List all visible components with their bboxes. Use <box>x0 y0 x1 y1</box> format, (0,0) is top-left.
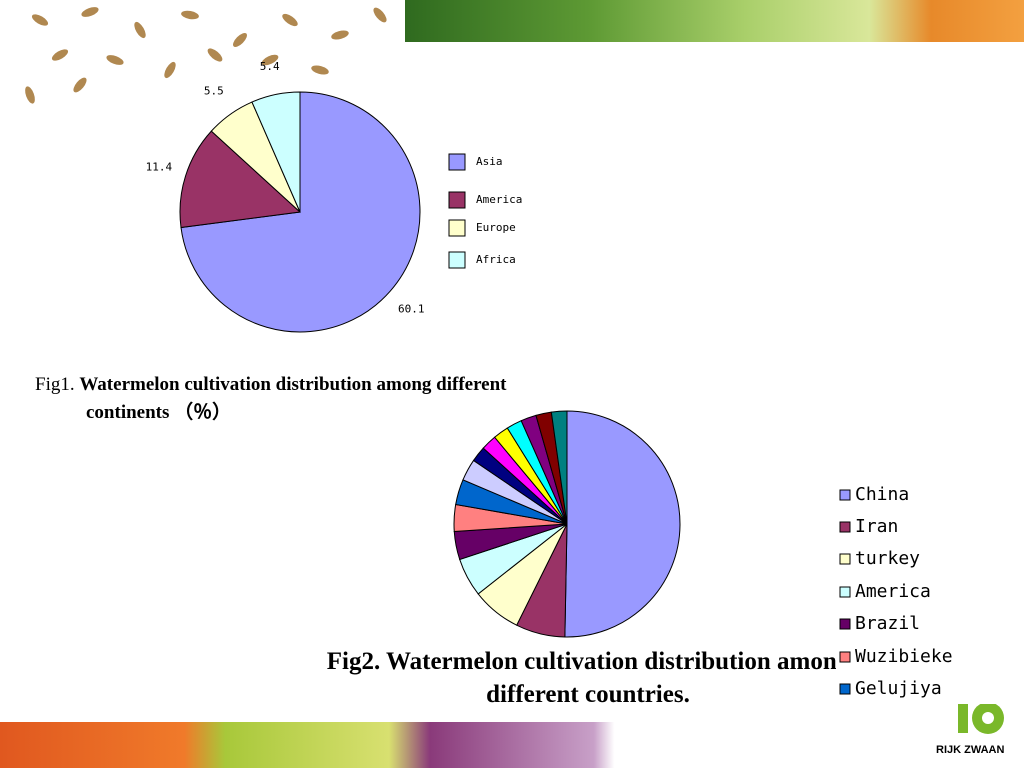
legend-label: Wuzibieke <box>855 646 953 667</box>
legend-label: Iran <box>855 516 898 537</box>
legend-swatch <box>839 618 851 630</box>
data-label: 60.1 <box>398 303 425 316</box>
bottom-banner <box>0 722 1024 768</box>
legend-swatch <box>448 251 466 269</box>
legend-label: America <box>476 193 522 206</box>
chart-title: Fig2. Watermelon cultivation distributio… <box>326 648 850 708</box>
legend-label: Europe <box>476 221 516 234</box>
legend-swatch <box>839 651 851 663</box>
data-label: 11.4 <box>146 161 173 174</box>
legend-swatch <box>448 153 466 171</box>
fig1-caption: Fig1. Watermelon cultivation distributio… <box>35 371 586 427</box>
caption-prefix: Fig1. <box>35 374 75 395</box>
pie-slice <box>550 410 568 525</box>
data-label: 5.5 <box>204 85 224 98</box>
pie-slice <box>179 130 302 229</box>
pie-slice <box>564 410 681 638</box>
legend-box: China Iran turkey America Brazil Wuzibieke Gel… <box>836 486 1006 704</box>
legend-swatch <box>839 683 851 695</box>
legend-label: America <box>855 581 931 602</box>
top-banner <box>405 0 1024 42</box>
legend-swatch <box>839 586 851 598</box>
legend-label: turkey <box>855 548 920 569</box>
legend-label: Gelujiya <box>855 678 942 699</box>
legend-swatch <box>839 553 851 565</box>
legend-label: Africa <box>476 253 516 266</box>
legend-label: Brazil <box>855 613 920 634</box>
legend: China Iran turkey America Brazil Wuzibieke Gel… <box>839 486 953 699</box>
legend-swatch <box>448 191 466 209</box>
legend-label: Asia <box>476 155 503 168</box>
seed-decoration <box>25 7 387 104</box>
logo-text: RIJK ZWAAN <box>936 744 1005 756</box>
chart-title: Watermelon cultivation distribution amon… <box>79 374 507 423</box>
pie-slice <box>251 91 301 213</box>
legend-swatch <box>839 489 851 501</box>
legend-label: China <box>855 486 909 505</box>
legend-swatch <box>839 521 851 533</box>
data-label: 5.4 <box>260 60 280 73</box>
legend-swatch <box>448 219 466 237</box>
